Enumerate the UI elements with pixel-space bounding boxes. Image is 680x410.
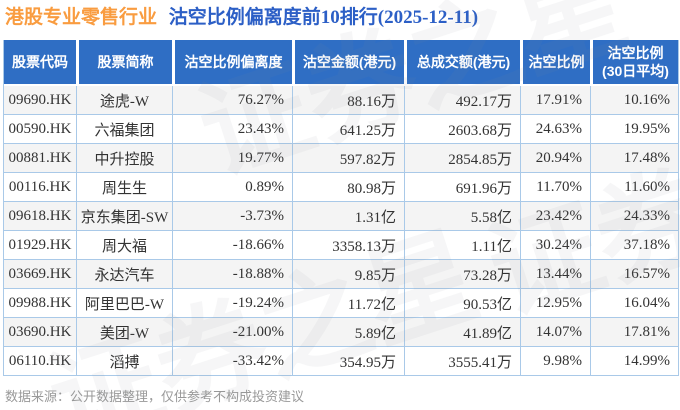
cell-stock-code: 03690.HK	[4, 318, 76, 347]
title-industry-segment: 港股专业零售行业	[5, 7, 158, 28]
table-row: 09618.HK 京东集团-SW -3.73% 1.31亿 5.58亿 23.42% 24.…	[4, 202, 678, 231]
cell-total-turnover-hkd: 492.17万	[404, 86, 520, 115]
cell-total-turnover-hkd: 5.58亿	[404, 202, 520, 231]
cell-stock-name: 六福集团	[76, 115, 172, 144]
cell-stock-name: 京东集团-SW	[76, 202, 172, 231]
cell-short-ratio-deviation: -33.42%	[172, 347, 292, 376]
cell-short-ratio: 24.63%	[520, 115, 590, 144]
cell-total-turnover-hkd: 2603.68万	[404, 115, 520, 144]
cell-stock-name: 永达汽车	[76, 260, 172, 289]
cell-short-ratio-30d-avg: 14.99%	[590, 347, 678, 376]
cell-short-amount-hkd: 9.85万	[292, 260, 404, 289]
cell-stock-code: 09618.HK	[4, 202, 76, 231]
cell-short-ratio-deviation: 0.89%	[172, 173, 292, 202]
cell-stock-code: 01929.HK	[4, 231, 76, 260]
cell-short-ratio: 23.42%	[520, 202, 590, 231]
cell-short-ratio: 20.94%	[520, 144, 590, 173]
short-selling-ranking-table: 股票代码 股票简称 沽空比例偏离度 沽空金额(港元) 总成交额(港元) 沽空比例 沽空比例 …	[3, 40, 679, 376]
table-row: 00881.HK 中升控股 19.77% 597.82万 2854.85万 20.94% 1…	[4, 144, 678, 173]
cell-short-ratio-30d-avg: 11.60%	[590, 173, 678, 202]
cell-stock-name: 周生生	[76, 173, 172, 202]
cell-short-ratio-deviation: -18.66%	[172, 231, 292, 260]
cell-short-ratio-deviation: 19.77%	[172, 144, 292, 173]
cell-short-ratio-30d-avg: 19.95%	[590, 115, 678, 144]
cell-short-ratio: 12.95%	[520, 289, 590, 318]
cell-stock-code: 00116.HK	[4, 173, 76, 202]
table-row: 09690.HK 途虎-W 76.27% 88.16万 492.17万 17.91% 10.…	[4, 86, 678, 115]
cell-total-turnover-hkd: 90.53亿	[404, 289, 520, 318]
column-header-short-amount-hkd: 沽空金额(港元)	[292, 40, 404, 86]
cell-short-ratio-30d-avg: 24.33%	[590, 202, 678, 231]
cell-short-amount-hkd: 3358.13万	[292, 231, 404, 260]
cell-stock-code: 09988.HK	[4, 289, 76, 318]
cell-short-ratio-30d-avg: 10.16%	[590, 86, 678, 115]
column-header-stock-code: 股票代码	[4, 40, 76, 86]
table-row: 03690.HK 美团-W -21.00% 5.89亿 41.89亿 14.07% 17.8…	[4, 318, 678, 347]
cell-short-ratio: 13.44%	[520, 260, 590, 289]
cell-stock-name: 途虎-W	[76, 86, 172, 115]
cell-short-ratio-deviation: 23.43%	[172, 115, 292, 144]
column-header-total-turnover-hkd: 总成交额(港元)	[404, 40, 520, 86]
table-row: 03669.HK 永达汽车 -18.88% 9.85万 73.28万 13.44% 16.5…	[4, 260, 678, 289]
table-row: 09988.HK 阿里巴巴-W -19.24% 11.72亿 90.53亿 12.95% 1…	[4, 289, 678, 318]
cell-stock-name: 滔搏	[76, 347, 172, 376]
cell-stock-code: 03669.HK	[4, 260, 76, 289]
cell-total-turnover-hkd: 73.28万	[404, 260, 520, 289]
cell-short-amount-hkd: 5.89亿	[292, 318, 404, 347]
cell-short-amount-hkd: 354.95万	[292, 347, 404, 376]
cell-short-amount-hkd: 88.16万	[292, 86, 404, 115]
cell-short-ratio-30d-avg: 17.81%	[590, 318, 678, 347]
data-source-note: 数据来源：公开数据整理，仅供参考不构成投资建议	[5, 389, 305, 404]
cell-stock-code: 09690.HK	[4, 86, 76, 115]
cell-short-ratio-30d-avg: 17.48%	[590, 144, 678, 173]
table-row: 01929.HK 周大福 -18.66% 3358.13万 1.11亿 30.24% 37.…	[4, 231, 678, 260]
cell-stock-name: 周大福	[76, 231, 172, 260]
column-header-short-ratio-30d-avg: 沽空比例 (30日平均)	[590, 40, 678, 86]
table-row: 06110.HK 滔搏 -33.42% 354.95万 3555.41万 9.98% 14.…	[4, 347, 678, 376]
column-header-short-ratio: 沽空比例	[520, 40, 590, 86]
cell-stock-name: 美团-W	[76, 318, 172, 347]
table-header-row: 股票代码 股票简称 沽空比例偏离度 沽空金额(港元) 总成交额(港元) 沽空比例 沽空比例 …	[4, 40, 678, 86]
cell-total-turnover-hkd: 41.89亿	[404, 318, 520, 347]
cell-stock-code: 06110.HK	[4, 347, 76, 376]
cell-short-ratio: 9.98%	[520, 347, 590, 376]
cell-short-ratio: 30.24%	[520, 231, 590, 260]
cell-short-ratio-deviation: -21.00%	[172, 318, 292, 347]
title-ranking-segment: 沽空比例偏离度前10排行(2025-12-11)	[168, 7, 479, 28]
cell-short-ratio-deviation: 76.27%	[172, 86, 292, 115]
cell-short-ratio: 11.70%	[520, 173, 590, 202]
cell-total-turnover-hkd: 691.96万	[404, 173, 520, 202]
table-head: 股票代码 股票简称 沽空比例偏离度 沽空金额(港元) 总成交额(港元) 沽空比例 沽空比例 …	[4, 40, 678, 86]
cell-short-amount-hkd: 80.98万	[292, 173, 404, 202]
cell-total-turnover-hkd: 3555.41万	[404, 347, 520, 376]
cell-stock-code: 00881.HK	[4, 144, 76, 173]
cell-short-amount-hkd: 597.82万	[292, 144, 404, 173]
column-header-short-ratio-deviation: 沽空比例偏离度	[172, 40, 292, 86]
cell-short-ratio-30d-avg: 16.57%	[590, 260, 678, 289]
page-title: 港股专业零售行业 沽空比例偏离度前10排行(2025-12-11)	[0, 0, 680, 31]
cell-short-ratio-deviation: -3.73%	[172, 202, 292, 231]
cell-short-ratio-30d-avg: 37.18%	[590, 231, 678, 260]
table-row: 00590.HK 六福集团 23.43% 641.25万 2603.68万 24.63% 1…	[4, 115, 678, 144]
cell-short-amount-hkd: 1.31亿	[292, 202, 404, 231]
cell-total-turnover-hkd: 1.11亿	[404, 231, 520, 260]
cell-stock-code: 00590.HK	[4, 115, 76, 144]
column-header-stock-name: 股票简称	[76, 40, 172, 86]
table-body: 09690.HK 途虎-W 76.27% 88.16万 492.17万 17.91% 10.…	[4, 86, 678, 376]
cell-short-ratio-30d-avg: 16.04%	[590, 289, 678, 318]
cell-short-ratio: 14.07%	[520, 318, 590, 347]
cell-stock-name: 阿里巴巴-W	[76, 289, 172, 318]
cell-total-turnover-hkd: 2854.85万	[404, 144, 520, 173]
table-row: 00116.HK 周生生 0.89% 80.98万 691.96万 11.70% 11.60…	[4, 173, 678, 202]
cell-short-ratio: 17.91%	[520, 86, 590, 115]
cell-short-ratio-deviation: -19.24%	[172, 289, 292, 318]
cell-short-amount-hkd: 11.72亿	[292, 289, 404, 318]
cell-stock-name: 中升控股	[76, 144, 172, 173]
cell-short-ratio-deviation: -18.88%	[172, 260, 292, 289]
cell-short-amount-hkd: 641.25万	[292, 115, 404, 144]
